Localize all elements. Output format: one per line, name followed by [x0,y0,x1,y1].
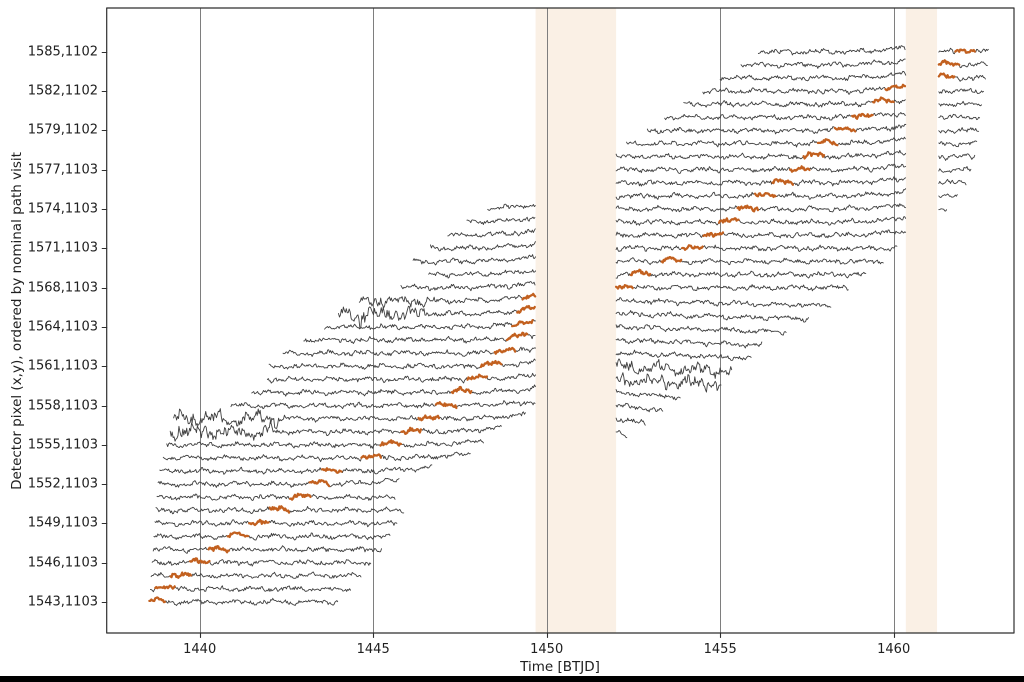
y-tick-label: 1574,1103 [27,201,98,217]
x-axis-title: Time [BTJD] [520,659,600,675]
y-tick-label: 1582,1102 [27,83,98,99]
y-tick-label: 1552,1103 [27,476,98,492]
y-tick-label: 1543,1103 [27,594,98,610]
x-tick-label: 1455 [703,642,737,657]
y-tick-label: 1579,1102 [27,122,98,138]
screenshot-bottom-border [0,676,1024,682]
x-tick-label: 1460 [877,642,911,657]
y-tick-label: 1571,1103 [27,240,98,256]
y-tick-label: 1577,1103 [27,162,98,178]
x-tick-label: 1440 [183,642,217,657]
y-tick-label: 1549,1103 [27,515,98,531]
x-tick-label: 1445 [356,642,390,657]
y-tick-label: 1555,1103 [27,437,98,453]
y-tick-label: 1558,1103 [27,398,98,413]
y-tick-label: 1546,1103 [27,555,98,571]
y-tick-label: 1561,1103 [27,358,98,374]
y-tick-label: 1585,1102 [27,44,98,60]
y-axis-title: Detector pixel (x,y), ordered by nominal… [9,152,25,490]
y-tick-label: 1568,1103 [27,280,98,296]
x-tick-label: 1450 [530,642,564,657]
y-tick-label: 1564,1103 [27,319,98,335]
